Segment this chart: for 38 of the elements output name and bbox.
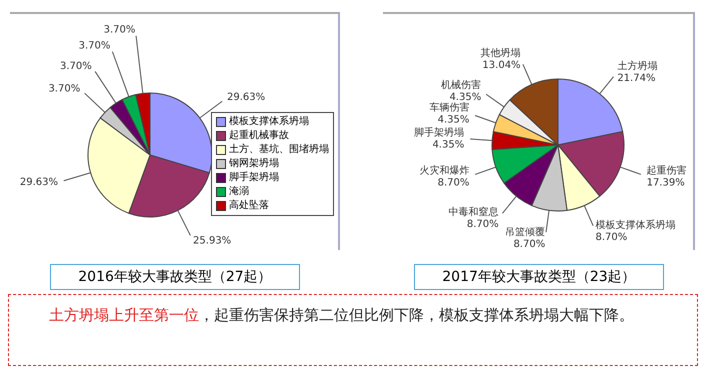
data-label: 4.35% <box>449 92 482 103</box>
data-label: 13.04% <box>482 60 521 71</box>
legend-label: 高处坠落 <box>229 199 269 213</box>
slice-label: 机械伤害 <box>441 78 482 91</box>
slice-label: 土方坍塌 <box>617 60 658 72</box>
slice-label: 模板支撑体系坍塌 <box>595 219 676 232</box>
data-label: 8.70% <box>595 232 628 244</box>
text: 土方坍塌上升至第一位 <box>49 306 199 324</box>
slice-label: 脚手架坍塌 <box>414 126 464 139</box>
data-label: 3.70% <box>48 84 80 95</box>
data-label: 25.93% <box>193 235 232 246</box>
slice-label: 吊篮倾覆 <box>505 227 546 238</box>
data-label: 29.63% <box>227 92 266 104</box>
text: ，起重伤害保持第二位但比例下降，模板支撑体系坍塌大幅下降。 <box>199 306 634 324</box>
text: 2017年较大事故类型（23起） <box>414 264 664 290</box>
legend-label: 起重机械事故 <box>229 129 289 143</box>
data-label: 21.74% <box>617 73 656 84</box>
data-label: 29.63% <box>20 176 58 188</box>
slice-label: 车辆伤害 <box>429 102 470 114</box>
slice-label: 中毒和窒息 <box>448 206 499 218</box>
data-label: 8.70% <box>466 218 499 230</box>
legend-label: 脚手架坍塌 <box>229 171 279 185</box>
data-label: 3.70% <box>104 24 136 36</box>
text: 2016年较大事故类型（27起） <box>50 264 300 290</box>
data-label: 3.70% <box>60 60 92 72</box>
data-label: 4.35% <box>432 140 464 151</box>
legend-label: 模板支撑体系坍塌 <box>229 115 309 129</box>
data-label: 4.35% <box>438 114 470 126</box>
slice-label: 火灾和爆炸 <box>419 164 470 176</box>
data-label: 8.70% <box>438 177 470 188</box>
slice-label: 其他坍塌 <box>480 46 521 59</box>
slice-label: 起重伤害 <box>646 164 687 176</box>
legend-label: 淹溺 <box>229 185 249 199</box>
legend-label: 钢网架坍塌 <box>229 157 279 171</box>
data-label: 3.70% <box>78 40 110 52</box>
data-label: 8.70% <box>513 239 546 250</box>
legend-label: 土方、基坑、围堵坍塌 <box>229 143 329 157</box>
data-label: 17.39% <box>646 177 685 188</box>
